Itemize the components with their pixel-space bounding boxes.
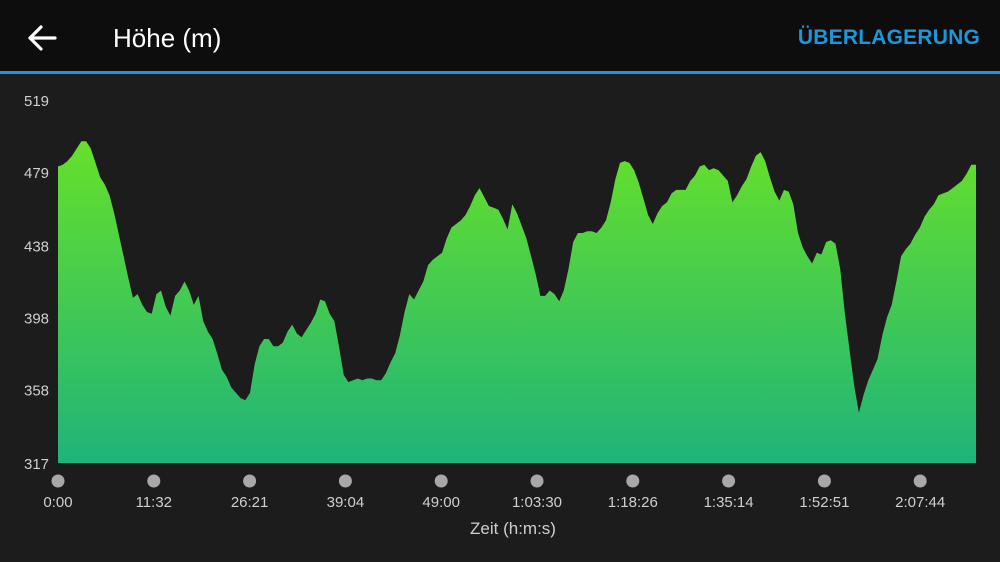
y-tick-label: 317 bbox=[24, 456, 49, 473]
arrow-left-icon bbox=[28, 25, 57, 51]
x-tick-dot bbox=[626, 474, 640, 488]
x-tick-dot bbox=[817, 474, 831, 488]
x-tick-label: 0:00 bbox=[43, 494, 72, 511]
elevation-area bbox=[58, 141, 976, 464]
x-tick-label: 1:52:51 bbox=[799, 494, 849, 511]
x-tick-label: 1:03:30 bbox=[512, 494, 562, 511]
x-tick-dot bbox=[722, 474, 736, 488]
x-tick-label: 49:00 bbox=[422, 494, 460, 511]
x-tick-dot bbox=[913, 474, 927, 488]
x-tick-label: 2:07:44 bbox=[895, 494, 945, 511]
app-header: Höhe (m) ÜBERLAGERUNG bbox=[0, 0, 1000, 74]
y-tick-label: 519 bbox=[24, 93, 49, 110]
x-tick-label: 11:32 bbox=[136, 494, 172, 511]
y-tick-label: 438 bbox=[24, 239, 49, 256]
x-tick-dot bbox=[338, 474, 352, 488]
x-tick-dot bbox=[51, 474, 65, 488]
x-tick-dot bbox=[530, 474, 544, 488]
back-button[interactable] bbox=[24, 20, 64, 56]
overlay-button[interactable]: ÜBERLAGERUNG bbox=[797, 26, 980, 49]
x-tick-dot bbox=[147, 474, 161, 488]
elevation-chart: 519 479 438 398 358 317 0:00 11:32 26:21 39:04 49… bbox=[24, 93, 976, 538]
y-tick-label: 398 bbox=[24, 310, 49, 327]
x-tick-label: 39:04 bbox=[327, 494, 365, 511]
y-tick-label: 358 bbox=[24, 382, 49, 399]
x-tick-dot bbox=[434, 474, 448, 488]
page-title: Höhe (m) bbox=[113, 23, 222, 53]
x-tick-dot bbox=[243, 474, 257, 488]
x-tick-label: 1:35:14 bbox=[704, 494, 754, 511]
x-tick-label: 1:18:26 bbox=[608, 494, 658, 511]
x-tick-label: 26:21 bbox=[231, 494, 269, 511]
x-axis-label: Zeit (h:m:s) bbox=[470, 519, 556, 538]
y-tick-label: 479 bbox=[24, 165, 49, 182]
